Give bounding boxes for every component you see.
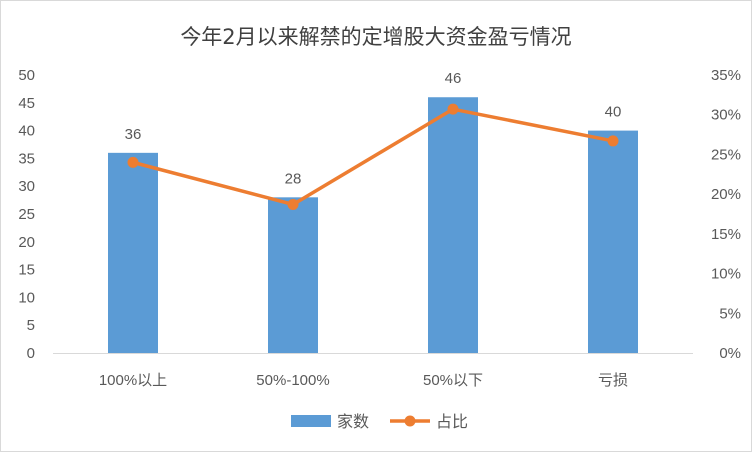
x-tick-label: 100%以上: [99, 372, 167, 389]
y-left-tick-label: 15: [18, 262, 35, 279]
x-tick-label: 亏损: [598, 372, 628, 389]
bar-data-label: 28: [285, 170, 302, 187]
bar-data-label: 46: [445, 70, 462, 87]
y-right-tick-label: 5%: [719, 305, 741, 322]
bar-data-label: 40: [605, 104, 622, 121]
line-point: [127, 156, 139, 168]
legend-label-bar: 家数: [337, 413, 369, 431]
y-right-tick-label: 15%: [711, 226, 741, 243]
y-left-tick-label: 40: [18, 123, 35, 140]
bar: [268, 197, 318, 353]
x-tick-label: 50%以下: [423, 372, 483, 389]
y-right-tick-label: 20%: [711, 186, 741, 203]
line-point: [447, 103, 459, 115]
legend-swatch-line-marker: [404, 415, 416, 427]
y-left-tick-label: 0: [27, 345, 35, 362]
bar: [428, 97, 478, 354]
line-point: [607, 135, 619, 147]
y-left-tick-label: 35: [18, 150, 35, 167]
legend-swatch-bar: [291, 415, 331, 427]
y-right-tick-label: 25%: [711, 146, 741, 163]
bar-data-label: 36: [125, 126, 142, 143]
line-point: [287, 198, 299, 210]
x-tick-label: 50%-100%: [256, 372, 329, 389]
y-right-tick-label: 0%: [719, 345, 741, 362]
y-right-tick-label: 10%: [711, 266, 741, 283]
bar: [108, 152, 158, 353]
y-left-tick-label: 45: [18, 95, 35, 112]
y-left-tick-label: 25: [18, 206, 35, 223]
y-left-tick-label: 50: [18, 67, 35, 84]
line-series-path: [131, 107, 615, 207]
y-right-tick-label: 35%: [711, 67, 741, 84]
y-left-tick-label: 5: [27, 317, 35, 334]
legend-label-line: 占比: [436, 413, 468, 431]
chart-title: 今年2月以来解禁的定增股大资金盈亏情况: [180, 25, 572, 49]
bar: [588, 130, 638, 353]
y-left-tick-label: 30: [18, 178, 35, 195]
y-right-tick-label: 30%: [711, 107, 741, 124]
y-left-tick-label: 10: [18, 289, 35, 306]
y-left-tick-label: 20: [18, 234, 35, 251]
